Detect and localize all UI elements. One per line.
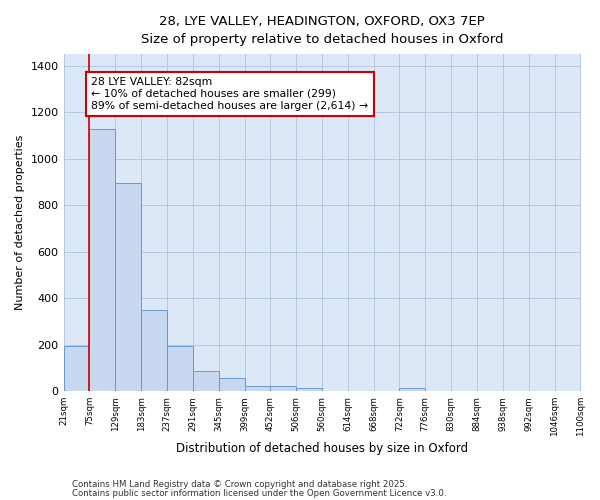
Bar [400, 388, 425, 391]
Y-axis label: Number of detached properties: Number of detached properties [15, 135, 25, 310]
Bar [89, 128, 115, 391]
Bar [245, 386, 270, 391]
Bar [219, 378, 245, 391]
Text: Contains public sector information licensed under the Open Government Licence v3: Contains public sector information licen… [72, 488, 446, 498]
Title: 28, LYE VALLEY, HEADINGTON, OXFORD, OX3 7EP
Size of property relative to detache: 28, LYE VALLEY, HEADINGTON, OXFORD, OX3 … [141, 15, 503, 46]
Text: Contains HM Land Registry data © Crown copyright and database right 2025.: Contains HM Land Registry data © Crown c… [72, 480, 407, 489]
Bar [64, 346, 89, 391]
Text: 28 LYE VALLEY: 82sqm
← 10% of detached houses are smaller (299)
89% of semi-deta: 28 LYE VALLEY: 82sqm ← 10% of detached h… [91, 78, 368, 110]
Bar [193, 371, 219, 391]
Bar [167, 346, 193, 391]
Bar [115, 183, 141, 391]
Bar [141, 310, 167, 391]
Bar [270, 386, 296, 391]
Bar [296, 388, 322, 391]
X-axis label: Distribution of detached houses by size in Oxford: Distribution of detached houses by size … [176, 442, 468, 455]
